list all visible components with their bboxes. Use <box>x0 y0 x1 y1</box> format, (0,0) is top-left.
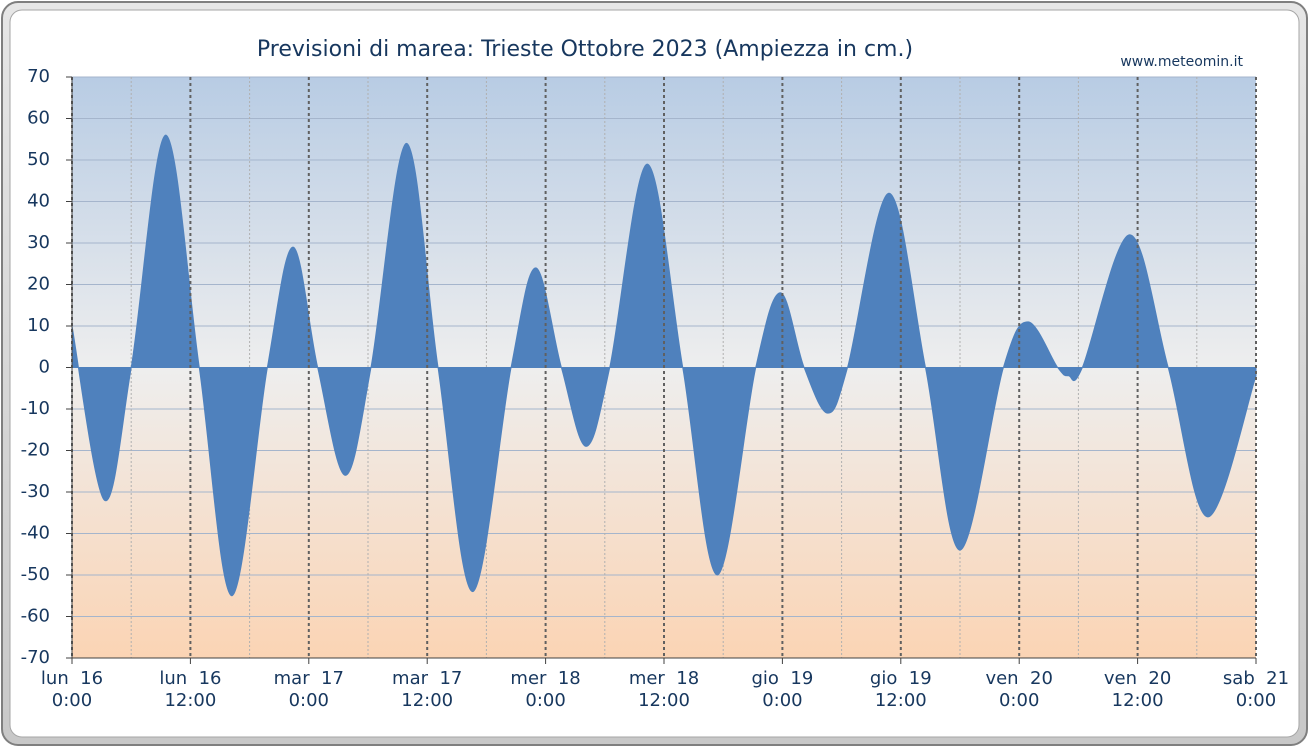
y-tick-label: -70 <box>21 647 50 668</box>
x-tick-label: 12:00 <box>1112 690 1164 711</box>
x-tick-label: 0:00 <box>289 690 329 711</box>
y-tick-label: 60 <box>27 108 50 129</box>
x-tick-label: sab 21 <box>1223 668 1289 689</box>
x-tick-label: 12:00 <box>164 690 216 711</box>
x-tick-label: 0:00 <box>999 690 1039 711</box>
x-tick-label: mer 18 <box>510 668 580 689</box>
y-tick-label: -20 <box>21 440 50 461</box>
x-tick-label: ven 20 <box>985 668 1052 689</box>
x-tick-label: 12:00 <box>401 690 453 711</box>
x-tick-label: 0:00 <box>1236 690 1276 711</box>
y-tick-label: 40 <box>27 191 50 212</box>
x-tick-label: 12:00 <box>875 690 927 711</box>
y-tick-label: -30 <box>21 481 50 502</box>
x-tick-label: gio 19 <box>752 668 814 689</box>
x-tick-label: gio 19 <box>870 668 932 689</box>
y-tick-label: 50 <box>27 149 50 170</box>
x-tick-label: mar 17 <box>392 668 462 689</box>
chart-title: Previsioni di marea: Trieste Ottobre 202… <box>257 37 913 62</box>
x-tick-label: lun 16 <box>159 668 221 689</box>
y-tick-label: 20 <box>27 274 50 295</box>
x-tick-label: lun 16 <box>41 668 103 689</box>
source: www.meteomin.it <box>1120 54 1243 70</box>
x-tick-label: 0:00 <box>762 690 802 711</box>
x-tick-label: 0:00 <box>525 690 565 711</box>
x-tick-label: 0:00 <box>52 690 92 711</box>
x-tick-label: 12:00 <box>638 690 690 711</box>
y-tick-label: 30 <box>27 232 50 253</box>
x-tick-label: ven 20 <box>1104 668 1171 689</box>
y-tick-label: 10 <box>27 315 50 336</box>
y-tick-label: -10 <box>21 398 50 419</box>
y-tick-label: 70 <box>27 66 50 87</box>
x-tick-label: mar 17 <box>274 668 344 689</box>
y-tick-label: -40 <box>21 523 50 544</box>
y-tick-label: -50 <box>21 564 50 585</box>
x-tick-label: mer 18 <box>629 668 699 689</box>
y-tick-label: -60 <box>21 606 50 627</box>
y-tick-label: 0 <box>39 357 50 378</box>
